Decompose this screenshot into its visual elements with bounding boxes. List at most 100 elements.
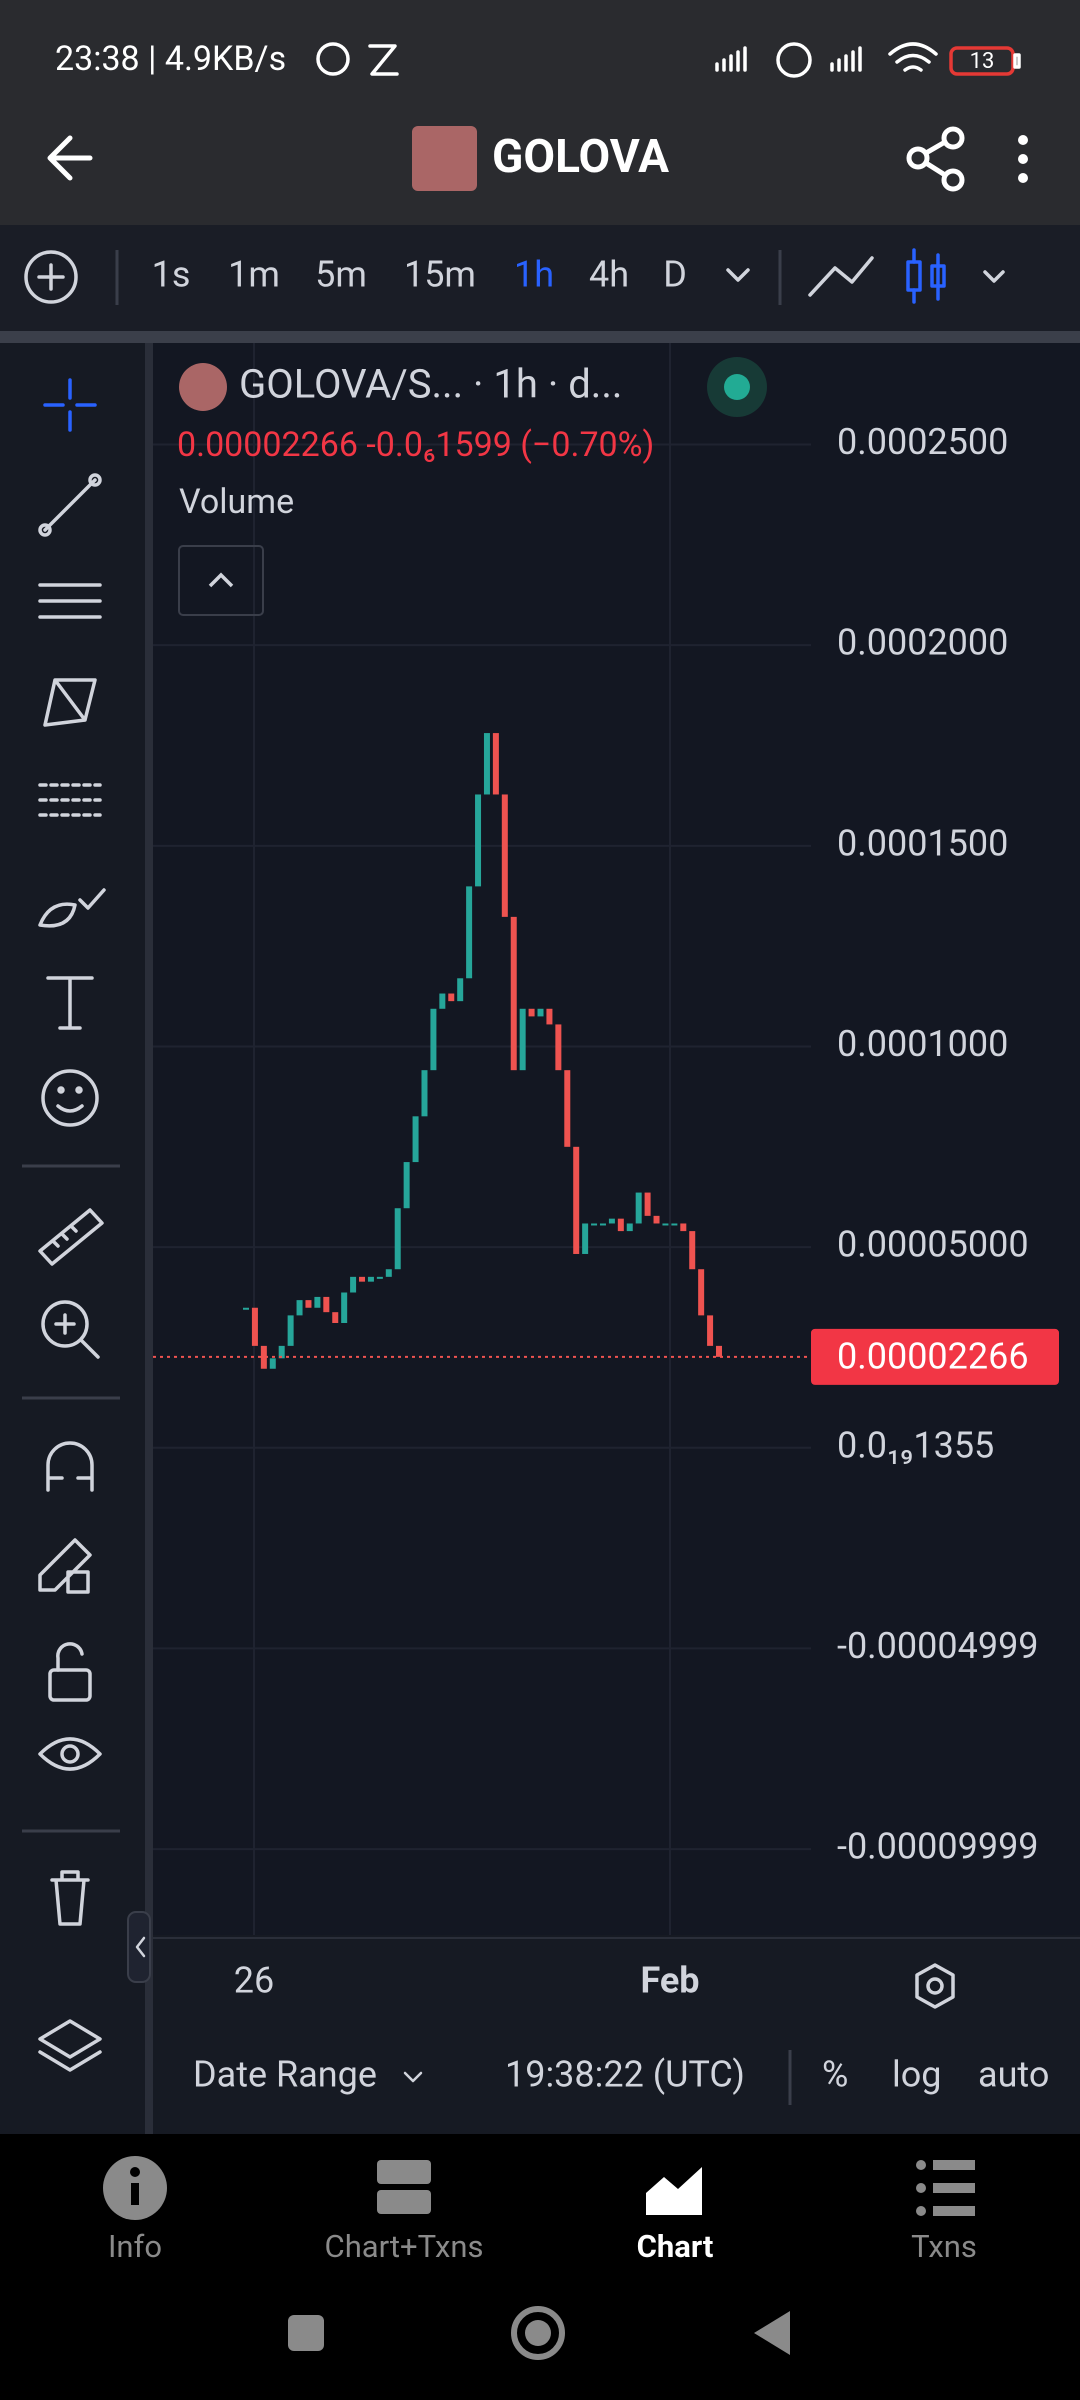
legend-volume: Volume <box>179 482 294 522</box>
share-button[interactable] <box>906 126 965 192</box>
y-tick-label: -0.00009999 <box>837 1826 1039 1868</box>
candle <box>475 794 482 887</box>
candle <box>483 733 490 795</box>
candle-type[interactable] <box>906 248 946 304</box>
last-price-label: 0.00002266 <box>837 1335 1029 1377</box>
candle <box>430 1008 437 1071</box>
candle <box>510 916 517 1071</box>
collapse-button[interactable] <box>178 545 264 616</box>
y-tick-label: 0.0001000 <box>837 1023 1008 1065</box>
nav-label[interactable]: Chart <box>637 2228 714 2265</box>
timeframe[interactable]: D <box>663 254 687 296</box>
date-range[interactable]: Date Range <box>193 2054 377 2096</box>
candle <box>350 1276 357 1293</box>
candle <box>251 1307 258 1346</box>
candle <box>412 1116 419 1163</box>
recents-button[interactable] <box>288 2315 324 2351</box>
auto-toggle[interactable]: auto <box>978 2054 1049 2096</box>
candle <box>573 1146 580 1254</box>
candle <box>626 1223 633 1232</box>
candle <box>680 1223 687 1232</box>
candle <box>528 1008 535 1017</box>
candle <box>662 1223 669 1226</box>
candle <box>492 733 499 795</box>
timeframe[interactable]: 1h <box>514 254 554 296</box>
candle <box>341 1292 348 1324</box>
timeframe[interactable]: 1s <box>152 254 191 296</box>
candle <box>260 1345 267 1369</box>
candle <box>367 1276 374 1282</box>
last-price-tag <box>811 1328 1059 1385</box>
candle <box>457 978 464 1002</box>
candle <box>278 1345 285 1359</box>
nav-label[interactable]: Info <box>108 2228 162 2265</box>
back-button[interactable] <box>47 135 93 181</box>
candle <box>287 1315 294 1346</box>
menu-button[interactable] <box>1018 135 1028 183</box>
live-dot <box>724 374 750 400</box>
candle <box>644 1192 651 1216</box>
nav-label[interactable]: Txns <box>911 2228 977 2265</box>
back-nav-button[interactable] <box>754 2311 790 2355</box>
timeframe[interactable]: 5m <box>315 254 367 296</box>
timeframe[interactable]: 1m <box>228 254 280 296</box>
y-tick-label: 0.0002500 <box>837 421 1008 463</box>
candle <box>599 1223 606 1226</box>
candle <box>608 1218 615 1224</box>
candle <box>716 1345 722 1357</box>
y-tick-label: -0.00004999 <box>837 1625 1039 1667</box>
status-icons <box>316 42 1021 78</box>
legend-symbol: GOLOVA/S... · 1h · d... <box>239 361 622 408</box>
candle <box>653 1215 660 1224</box>
candle <box>305 1300 312 1308</box>
chart-type-dropdown[interactable] <box>983 270 1005 283</box>
x-tick-label: Feb <box>640 1960 699 2002</box>
candle <box>394 1208 401 1270</box>
home-button[interactable] <box>511 2306 565 2360</box>
x-tick-label: 26 <box>234 1960 274 2002</box>
candle <box>385 1269 392 1277</box>
candle <box>376 1276 383 1279</box>
y-tick-label: 0.0002000 <box>837 622 1008 664</box>
token-avatar <box>412 126 477 191</box>
candle <box>359 1276 366 1282</box>
line-type[interactable] <box>808 256 874 297</box>
battery-level: 13 <box>970 49 995 74</box>
header-title: GOLOVA <box>492 130 669 184</box>
add-indicator[interactable] <box>24 250 78 304</box>
drawing-tools[interactable] <box>38 378 106 2072</box>
candle <box>296 1300 303 1316</box>
y-tick-label: 0.0001500 <box>837 822 1008 864</box>
candle <box>671 1223 678 1226</box>
candle <box>635 1192 642 1224</box>
candle <box>617 1218 624 1232</box>
timeframe[interactable]: 15m <box>404 254 476 296</box>
log-toggle[interactable]: log <box>892 2054 942 2096</box>
candle <box>439 993 446 1009</box>
tool-column <box>0 343 145 2134</box>
timeframe[interactable]: 4h <box>589 254 629 296</box>
candle <box>332 1312 339 1324</box>
candle <box>546 1008 553 1025</box>
legend-price: 0.00002266 -0.0₆1599 (−0.70%) <box>177 425 654 465</box>
y-tick-label: 0.00005000 <box>837 1224 1029 1266</box>
timeframe-dropdown[interactable] <box>726 268 750 282</box>
chart-pane <box>153 343 1080 1935</box>
candle <box>269 1358 276 1369</box>
candle <box>707 1315 714 1346</box>
candle <box>501 794 508 917</box>
candle <box>243 1307 249 1310</box>
candle <box>591 1223 598 1226</box>
candle <box>582 1223 589 1254</box>
token-icon <box>179 363 227 411</box>
candle <box>314 1296 321 1308</box>
candle <box>466 886 473 979</box>
candle <box>519 1008 526 1071</box>
candle <box>698 1269 705 1316</box>
settings-button[interactable] <box>915 1963 955 2009</box>
percent-toggle[interactable]: % <box>822 2054 848 2096</box>
candle <box>421 1070 428 1117</box>
candle <box>689 1231 696 1270</box>
nav-label[interactable]: Chart+Txns <box>325 2228 484 2265</box>
